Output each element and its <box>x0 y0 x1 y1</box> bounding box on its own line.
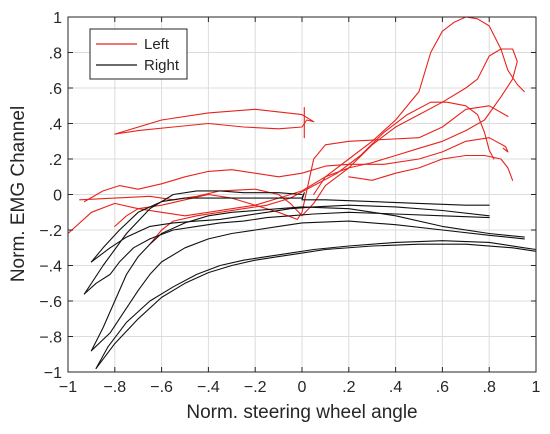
series-left-line-4 <box>79 48 518 217</box>
series-left-line-5 <box>114 16 525 227</box>
series-lines <box>67 16 537 369</box>
x-tick-label-10: 1 <box>532 379 541 396</box>
y-tick-label-9: .8 <box>49 46 62 63</box>
x-tick-label-9: .8 <box>483 379 496 396</box>
series-left-line-2 <box>83 137 509 203</box>
x-axis-title: Norm. steering wheel angle <box>186 402 417 423</box>
x-tick-label-3: −.4 <box>197 379 220 396</box>
x-tick-label-4: −.2 <box>244 379 267 396</box>
series-right-line-7 <box>95 243 537 369</box>
y-axis-title: Norm. EMG Channel <box>8 106 29 282</box>
series-left-line-6 <box>149 101 495 245</box>
legend-label-right: Right <box>144 57 180 74</box>
y-tick-label-7: .4 <box>49 117 62 134</box>
series-right <box>83 190 537 369</box>
y-tick-label-0: −1 <box>44 365 62 382</box>
series-right-line-3 <box>83 190 303 295</box>
x-tick-label-8: .6 <box>436 379 449 396</box>
series-right-line-6 <box>95 240 537 369</box>
series-right-line-4 <box>90 206 525 352</box>
tick-labels: −1 −.8 −.6 −.4 −.2 0 .2 .4 .6 .8 1 −1 −.8 −.6 −.4 −.2 0.… <box>39 10 540 396</box>
y-tick-label-3: −.4 <box>39 259 62 276</box>
y-tick-label-5: 0 <box>53 188 62 205</box>
series-left <box>67 16 525 245</box>
series-right-line-1 <box>90 204 490 263</box>
y-tick-label-8: .6 <box>49 81 62 98</box>
x-tick-label-6: .2 <box>342 379 355 396</box>
x-tick-label-1: −.8 <box>103 379 126 396</box>
series-right-line-5 <box>90 220 525 352</box>
series-left-line-0 <box>114 108 315 135</box>
y-tick-label-6: .2 <box>49 152 62 169</box>
series-right-line-2 <box>83 211 490 295</box>
legend: Left Right <box>89 28 188 80</box>
x-tick-label-0: −1 <box>59 379 77 396</box>
legend-box <box>89 28 188 80</box>
legend-label-left: Left <box>144 36 170 53</box>
series-right-line-0 <box>90 192 490 263</box>
y-tick-label-1: −.8 <box>39 330 62 347</box>
x-tick-label-2: −.6 <box>150 379 173 396</box>
series-left-line-7 <box>348 154 514 181</box>
y-tick-label-4: −.2 <box>39 223 62 240</box>
y-tick-label-10: 1 <box>53 10 62 27</box>
x-tick-label-7: .4 <box>389 379 402 396</box>
y-tick-label-2: −.6 <box>39 294 62 311</box>
x-tick-label-5: 0 <box>298 379 307 396</box>
